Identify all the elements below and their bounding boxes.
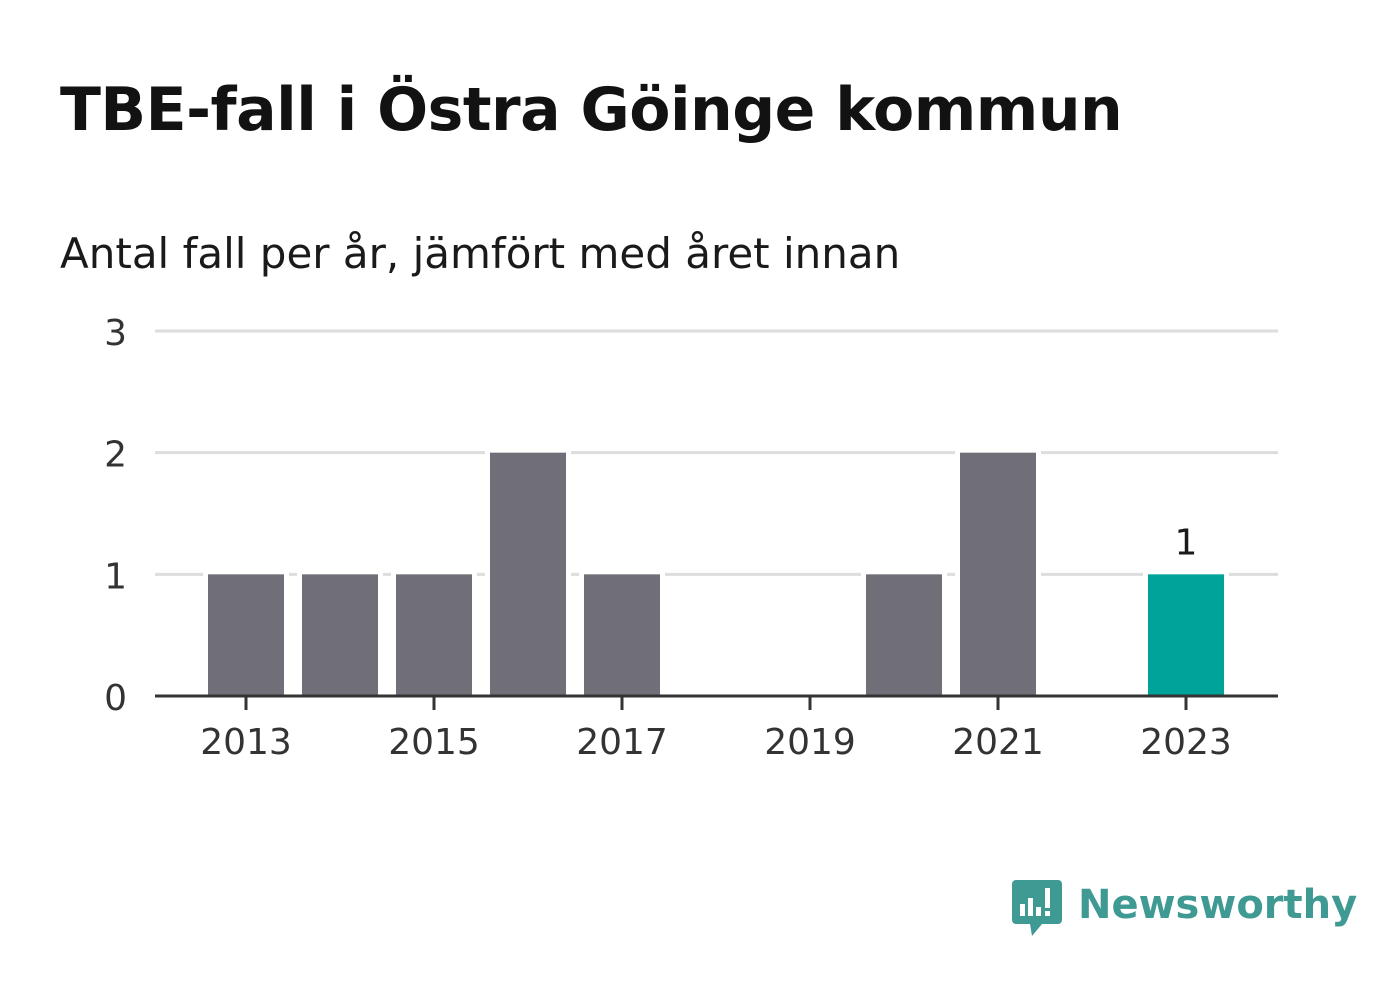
newsworthy-logo-icon [1012, 880, 1062, 936]
bar-2014 [302, 574, 378, 696]
x-tick-label: 2013 [200, 722, 292, 763]
bars [203, 449, 1229, 696]
bar-2017 [584, 574, 660, 696]
grid-lines [155, 329, 1278, 576]
tick-labels: 0 1 2 3 1 2013 2015 2017 2019 2021 2023 [104, 313, 1232, 763]
chart-subtitle: Antal fall per år, jämfört med året inna… [60, 229, 901, 278]
bar-2021 [960, 452, 1036, 696]
data-label-2023: 1 [1175, 522, 1198, 563]
bar-2016 [490, 452, 566, 696]
chart-title: TBE-fall i Östra Göinge kommun [60, 75, 1123, 145]
y-tick-label: 1 [104, 556, 127, 597]
x-tick-label: 2021 [952, 722, 1044, 763]
y-tick-label: 2 [104, 435, 127, 476]
y-tick-label: 0 [104, 678, 127, 719]
bar-2020 [866, 574, 942, 696]
brand-logo: Newsworthy [1008, 878, 1357, 942]
bar-2023 [1148, 574, 1224, 696]
bar-2015 [396, 574, 472, 696]
x-tick-label: 2015 [388, 722, 480, 763]
x-tick-label: 2023 [1140, 722, 1232, 763]
x-axis [155, 694, 1278, 710]
bar-chart: 0 1 2 3 1 2013 2015 2017 2019 2021 2023 [104, 313, 1278, 763]
x-tick-label: 2019 [764, 722, 856, 763]
y-tick-label: 3 [104, 313, 127, 354]
brand-name: Newsworthy [1078, 882, 1358, 928]
bar-2013 [208, 574, 284, 696]
x-tick-label: 2017 [576, 722, 668, 763]
